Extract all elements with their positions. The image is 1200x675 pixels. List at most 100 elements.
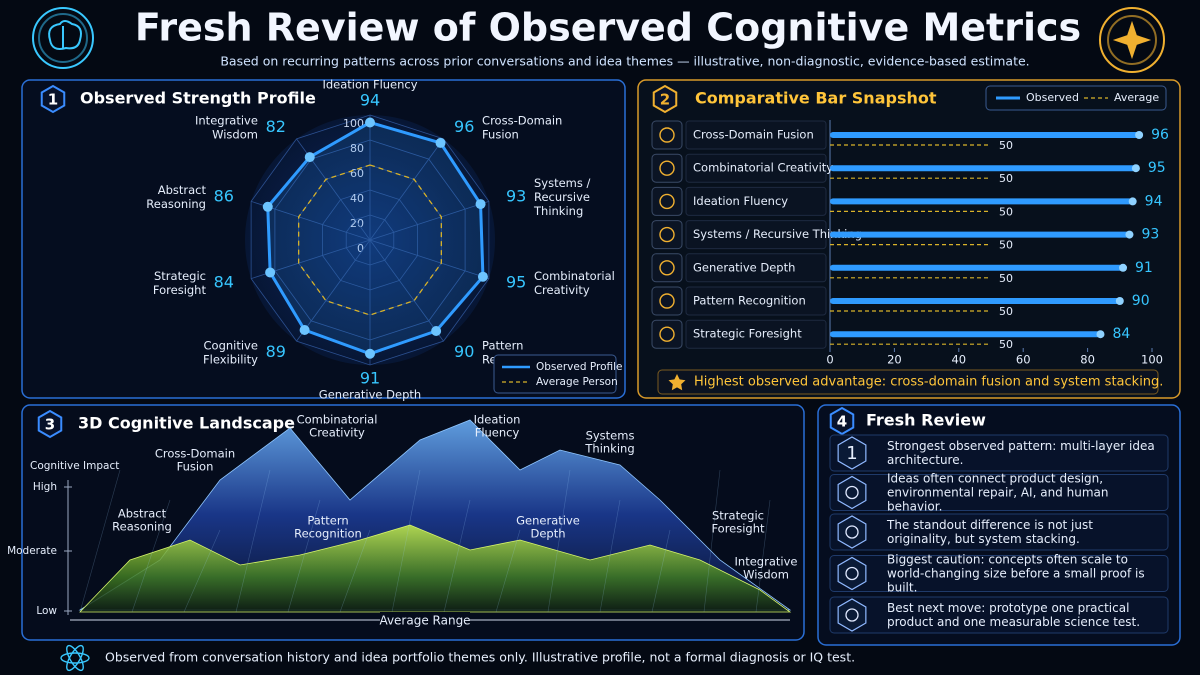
average-label: 50 bbox=[999, 172, 1013, 185]
value-label: 86 bbox=[214, 187, 234, 206]
atom-icon bbox=[60, 644, 90, 672]
peak-label: Ideation Fluency bbox=[474, 412, 521, 439]
spoke bbox=[369, 138, 444, 241]
peak-label: Generative Depth bbox=[516, 513, 580, 540]
r-tick-label: 60 bbox=[350, 167, 364, 180]
observed-bar bbox=[830, 165, 1136, 172]
value-label: 84 bbox=[214, 272, 234, 291]
observed-bar-end bbox=[1119, 263, 1128, 272]
title: Fresh Review of Observed Cognitive Metri… bbox=[135, 6, 1081, 50]
value-label: 89 bbox=[266, 342, 286, 361]
category-label: Ideation Fluency bbox=[693, 194, 788, 208]
terrain-mesh bbox=[391, 469, 421, 613]
row-icon-glyph bbox=[659, 193, 675, 210]
value-label: 94 bbox=[1145, 193, 1163, 209]
axis-label: Combinatorial Creativity bbox=[534, 268, 615, 296]
observed-bar bbox=[830, 132, 1140, 138]
axis-label: Integrative Wisdom bbox=[195, 113, 258, 141]
y-level-label: Moderate bbox=[7, 545, 57, 557]
x-tick-label: 80 bbox=[1080, 353, 1095, 367]
review-icon bbox=[837, 436, 867, 470]
subtitle: Based on recurring patterns across prior… bbox=[220, 54, 1029, 69]
review-icon-label: 1 bbox=[846, 443, 857, 464]
axis-label: Generative Depth bbox=[319, 388, 421, 402]
row-icon bbox=[651, 186, 683, 216]
review-text: Best next move: prototype one practical p… bbox=[887, 601, 1140, 629]
row-bg bbox=[685, 153, 827, 183]
terrain-mesh bbox=[495, 529, 521, 613]
value-label: 95 bbox=[1148, 160, 1166, 176]
spoke bbox=[369, 239, 490, 280]
peak-label: Combinatorial Creativity bbox=[297, 412, 378, 439]
average-label: 50 bbox=[999, 338, 1013, 351]
value-label: 82 bbox=[266, 117, 286, 136]
review-row bbox=[829, 513, 1169, 551]
peak-label: Systems Thinking bbox=[584, 428, 634, 455]
legend-box bbox=[493, 354, 617, 394]
row-bg bbox=[685, 220, 827, 250]
terrain-mesh bbox=[755, 499, 771, 613]
terrain-mesh bbox=[703, 469, 721, 613]
average-label: 50 bbox=[999, 139, 1013, 152]
terrain-mesh bbox=[131, 499, 171, 613]
panel-title: 3D Cognitive Landscape bbox=[78, 414, 295, 433]
review-icon bbox=[837, 515, 867, 549]
observed-bar bbox=[830, 231, 1130, 238]
row-icon-glyph bbox=[659, 226, 675, 243]
row-icon-glyph bbox=[659, 326, 675, 342]
value-label: 94 bbox=[360, 91, 380, 110]
value-label: 95 bbox=[506, 272, 526, 291]
row-icon-glyph bbox=[659, 160, 675, 176]
peak-label: Cross-Domain Fusion bbox=[155, 446, 235, 473]
category-label: Pattern Recognition bbox=[693, 294, 806, 308]
value-label: 93 bbox=[506, 187, 526, 206]
row-icon bbox=[651, 120, 683, 150]
value-label: 93 bbox=[1141, 227, 1159, 243]
review-row bbox=[829, 434, 1169, 472]
value-label: 90 bbox=[454, 342, 474, 361]
row-icon bbox=[651, 220, 683, 250]
terrain-mesh bbox=[79, 469, 121, 613]
observed-bar-end bbox=[1096, 330, 1105, 339]
spoke bbox=[369, 239, 444, 342]
observed-point bbox=[265, 267, 276, 278]
number-badge-label: 3 bbox=[45, 416, 55, 434]
x-tick-label: 100 bbox=[1141, 353, 1163, 367]
review-text: Strongest observed pattern: multi-layer … bbox=[887, 439, 1155, 467]
observed-bar bbox=[830, 264, 1124, 271]
review-row bbox=[829, 596, 1169, 634]
y-level-label: High bbox=[33, 481, 57, 493]
observed-point bbox=[365, 348, 375, 359]
category-label: Strategic Foresight bbox=[693, 327, 802, 341]
value-label: 91 bbox=[360, 369, 380, 388]
number-badge bbox=[40, 84, 66, 114]
terrain-mesh bbox=[547, 469, 571, 613]
legend-label: Observed bbox=[1026, 91, 1079, 104]
review-icon bbox=[837, 556, 867, 591]
observed-point bbox=[475, 199, 486, 210]
legend-box bbox=[985, 85, 1167, 111]
number-badge bbox=[652, 84, 678, 114]
axis-label: Abstract Reasoning bbox=[146, 183, 206, 211]
review-text: Biggest caution: concepts often scale to… bbox=[887, 552, 1145, 594]
observed-point bbox=[435, 137, 446, 148]
row-bg bbox=[685, 253, 827, 283]
terrain-mesh bbox=[443, 499, 471, 613]
observed-point bbox=[477, 271, 488, 282]
value-label: 84 bbox=[1112, 326, 1130, 342]
note: Highest observed advantage: cross-domain… bbox=[694, 375, 1163, 390]
terrain-mesh bbox=[339, 529, 371, 613]
category-label: Combinatorial Creativity bbox=[693, 161, 833, 175]
star-icon bbox=[1099, 7, 1165, 73]
average-label: 50 bbox=[999, 239, 1013, 252]
y-level-label: Low bbox=[36, 605, 57, 617]
review-row bbox=[829, 474, 1169, 511]
review-text: The standout difference is not just origi… bbox=[886, 518, 1093, 546]
r-tick-label: 80 bbox=[350, 142, 364, 155]
review-icon-glyph bbox=[845, 525, 859, 539]
observed-bar bbox=[830, 198, 1133, 205]
observed-bar-end bbox=[1135, 131, 1144, 139]
observed-point bbox=[365, 117, 375, 128]
spoke bbox=[296, 239, 371, 342]
